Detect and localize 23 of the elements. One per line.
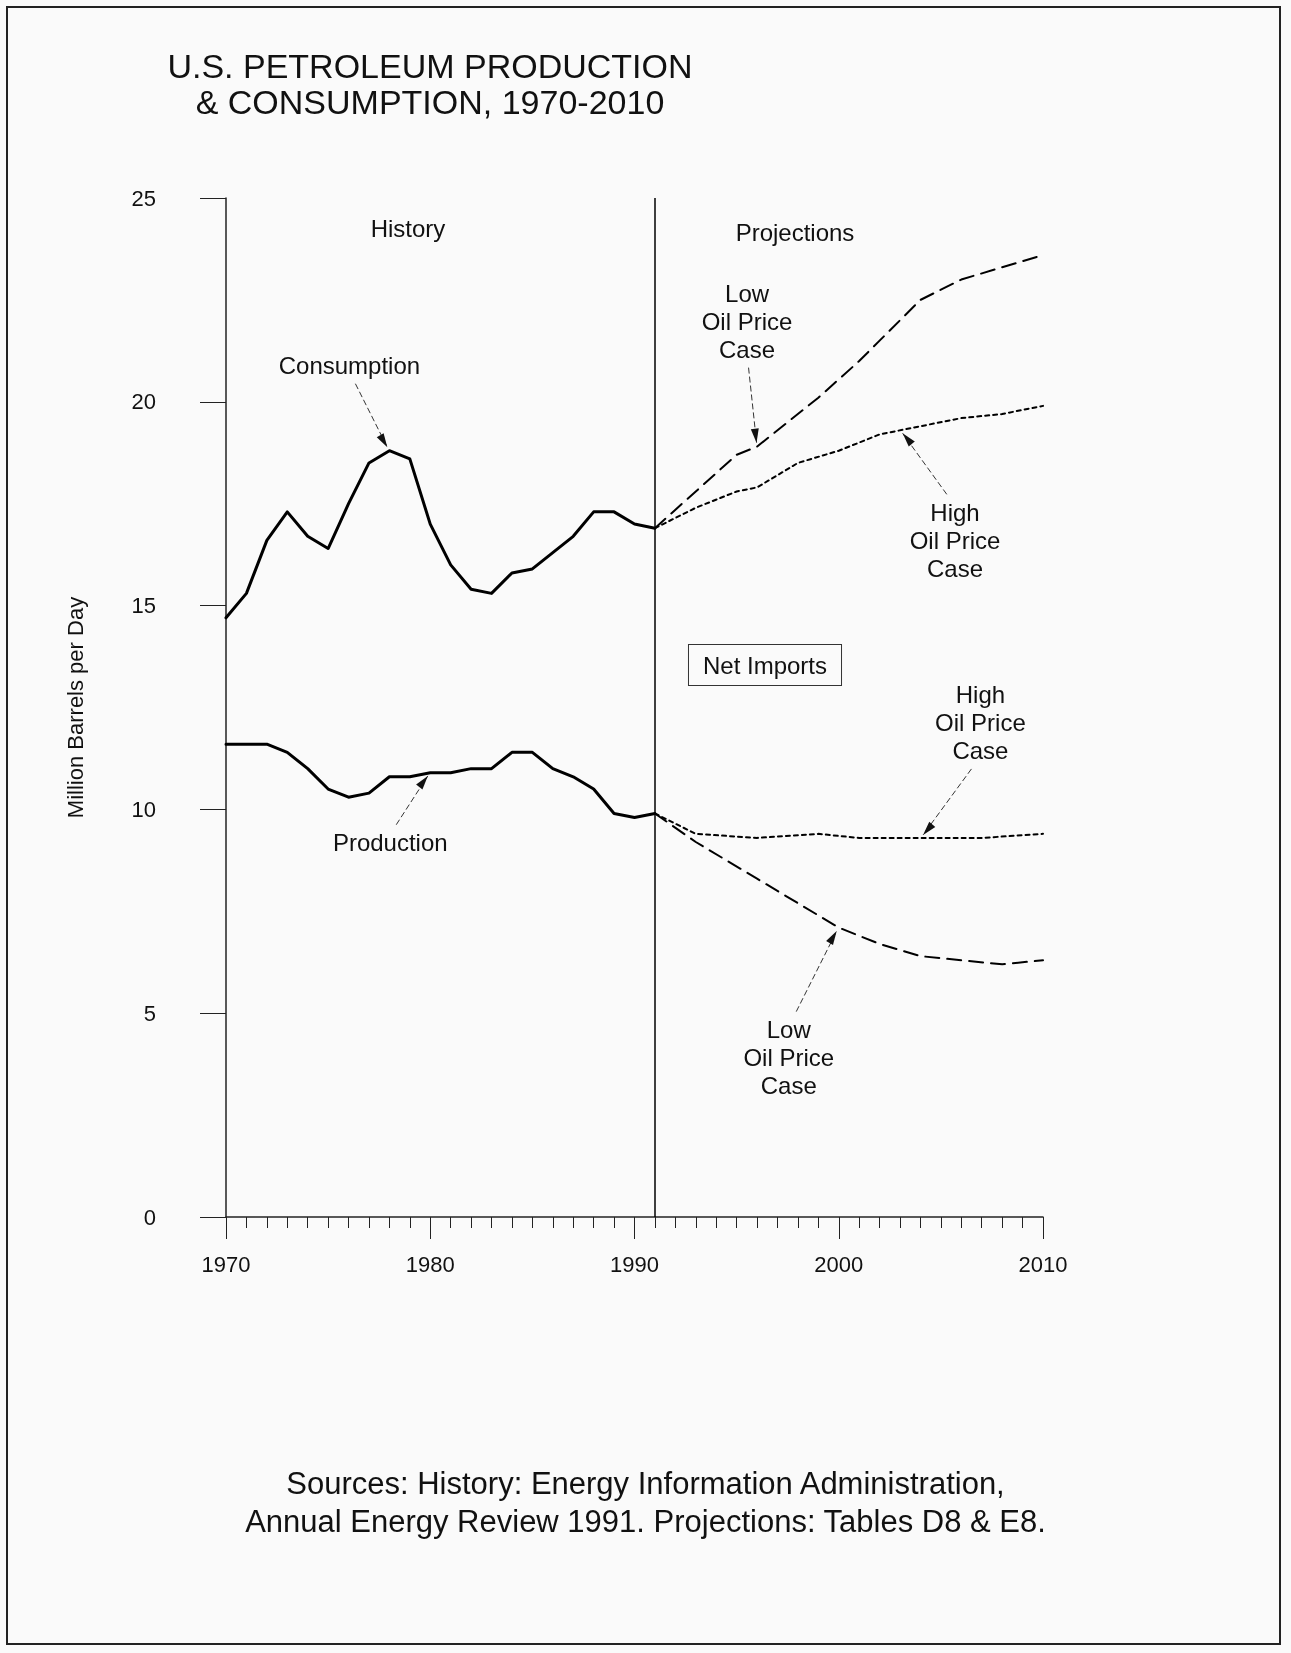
x-tick-label: 1980 bbox=[405, 1251, 455, 1277]
x-tick-label: 2010 bbox=[1018, 1251, 1068, 1277]
y-tick-label: 5 bbox=[143, 1000, 156, 1026]
annotation: Consumption bbox=[278, 352, 421, 380]
y-tick-label: 25 bbox=[131, 185, 156, 211]
annotation: Production bbox=[332, 829, 448, 857]
annotation: High Oil Price Case bbox=[909, 498, 1001, 582]
annotation: High Oil Price Case bbox=[935, 681, 1026, 765]
y-tick-label: 0 bbox=[143, 1204, 156, 1230]
annotation: Projections bbox=[735, 218, 855, 246]
chart-title: U.S. PETROLEUM PRODUCTION & CONSUMPTION, 1970-2010 bbox=[166, 47, 694, 121]
source-note: Sources: History: Energy Information Administration, Annual Energy Review 1991. Projections: Tables D8 & E8. bbox=[244, 1465, 1047, 1541]
x-tick-label: 1970 bbox=[201, 1251, 251, 1277]
y-axis-title: Million Barrels per Day bbox=[62, 596, 88, 819]
y-tick-label: 10 bbox=[131, 796, 156, 822]
annotation: Net Imports bbox=[702, 651, 828, 679]
annotation: Low Oil Price Case bbox=[701, 280, 793, 364]
x-tick-label: 1990 bbox=[610, 1251, 659, 1277]
y-tick-label: 20 bbox=[131, 389, 156, 415]
x-tick-label: 2000 bbox=[814, 1251, 864, 1277]
y-tick-label: 15 bbox=[131, 593, 156, 619]
annotation: History bbox=[370, 214, 446, 242]
annotation: Low Oil Price Case bbox=[743, 1016, 835, 1100]
